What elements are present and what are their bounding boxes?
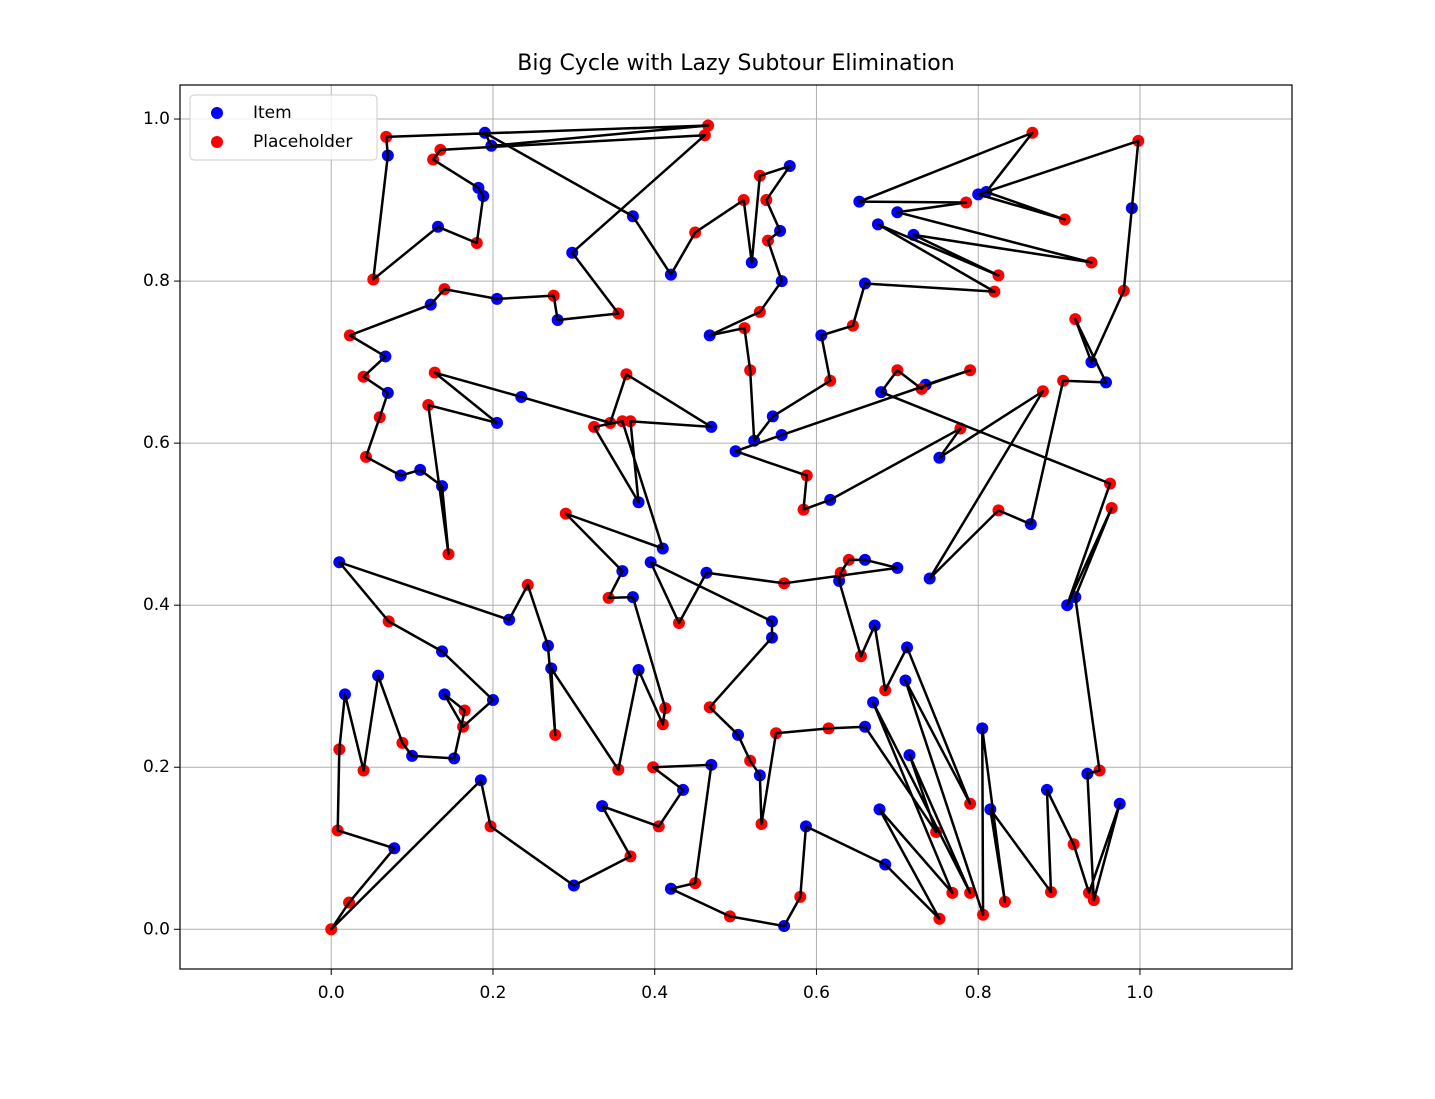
legend-label: Placeholder [253,132,352,152]
y-tick-label: 0.0 [143,919,170,939]
legend-label: Item [253,103,292,123]
legend-marker [211,107,223,119]
y-tick-label: 0.8 [143,271,170,291]
y-tick-label: 0.2 [143,757,170,777]
legend-marker [211,136,223,148]
cycle-line [329,124,1140,931]
x-tick-label: 0.4 [641,983,668,1003]
x-tick-label: 0.8 [965,983,992,1003]
y-tick-label: 1.0 [143,109,170,129]
legend-box [189,94,378,161]
y-tick-label: 0.6 [143,433,170,453]
x-tick-label: 0.6 [803,983,830,1003]
x-tick-label: 1.0 [1126,983,1153,1003]
legend: Item Placeholder [189,94,378,161]
chart-title: Big Cycle with Lazy Subtour Elimination [517,51,954,76]
x-tick-label: 0.2 [479,983,506,1003]
y-tick-label: 0.4 [143,595,170,615]
x-tick-label: 0.0 [318,983,345,1003]
axes-frame [179,84,1293,970]
